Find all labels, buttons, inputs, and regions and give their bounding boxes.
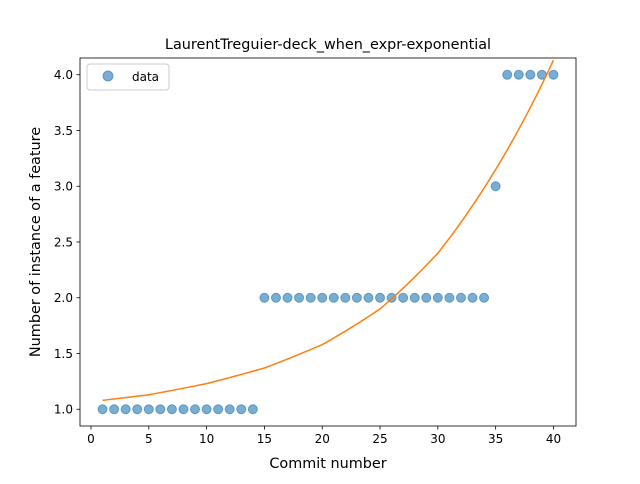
data-point [363, 292, 374, 303]
data-point [502, 69, 513, 80]
data-point [155, 404, 166, 415]
legend-marker [102, 70, 114, 82]
y-tick-label: 2.5 [54, 235, 73, 249]
x-tick-label: 20 [315, 432, 330, 446]
chart-title: LaurentTreguier-deck_when_expr-exponenti… [165, 37, 491, 53]
y-tick-label: 2.0 [54, 291, 73, 305]
y-tick-label: 4.0 [54, 68, 73, 82]
data-point [375, 292, 386, 303]
y-tick-label: 1.0 [54, 403, 73, 417]
data-point [317, 292, 328, 303]
x-tick-label: 15 [257, 432, 272, 446]
data-point [259, 292, 270, 303]
fit-line [102, 59, 555, 402]
data-point [351, 292, 362, 303]
x-tick-label: 25 [372, 432, 387, 446]
data-point [467, 292, 478, 303]
data-point [328, 292, 339, 303]
data-point [213, 404, 224, 415]
data-point [270, 292, 281, 303]
plot-area [97, 59, 559, 415]
y-axis-label: Number of instance of a feature [28, 127, 44, 357]
data-point [201, 404, 212, 415]
data-point [224, 404, 235, 415]
x-tick-label: 5 [145, 432, 153, 446]
y-tick-label: 3.5 [54, 124, 73, 138]
y-tick-label: 3.0 [54, 180, 73, 194]
data-point [548, 69, 559, 80]
data-point [513, 69, 524, 80]
x-tick-label: 30 [430, 432, 445, 446]
data-point [444, 292, 455, 303]
data-point [398, 292, 409, 303]
data-point [143, 404, 154, 415]
axes: 0 5 10 15 20 25 30 35 40 1.0 1.5 2.0 2.5 3.0 3.5 4.0 [54, 57, 577, 446]
data-point [236, 404, 247, 415]
data-point [120, 404, 131, 415]
legend: data [86, 63, 170, 91]
data-point [247, 404, 258, 415]
data-point [282, 292, 293, 303]
data-point [409, 292, 420, 303]
data-point [178, 404, 189, 415]
x-tick-label: 35 [488, 432, 503, 446]
x-tick-label: 10 [199, 432, 214, 446]
data-point [479, 292, 490, 303]
y-tick-label: 1.5 [54, 347, 73, 361]
data-point [294, 292, 305, 303]
data-point [305, 292, 316, 303]
data-point [132, 404, 143, 415]
data-point [97, 404, 108, 415]
x-axis-label: Commit number [269, 456, 386, 472]
legend-frame [86, 63, 170, 91]
x-tick-label: 40 [546, 432, 561, 446]
data-point [525, 69, 536, 80]
data-point [490, 181, 501, 192]
data-point [190, 404, 201, 415]
legend-label-data: data [132, 70, 159, 84]
data-point [432, 292, 443, 303]
data-point [421, 292, 432, 303]
x-tick-label: 0 [87, 432, 95, 446]
data-point [109, 404, 120, 415]
data-point [455, 292, 466, 303]
data-point [340, 292, 351, 303]
data-point [166, 404, 177, 415]
